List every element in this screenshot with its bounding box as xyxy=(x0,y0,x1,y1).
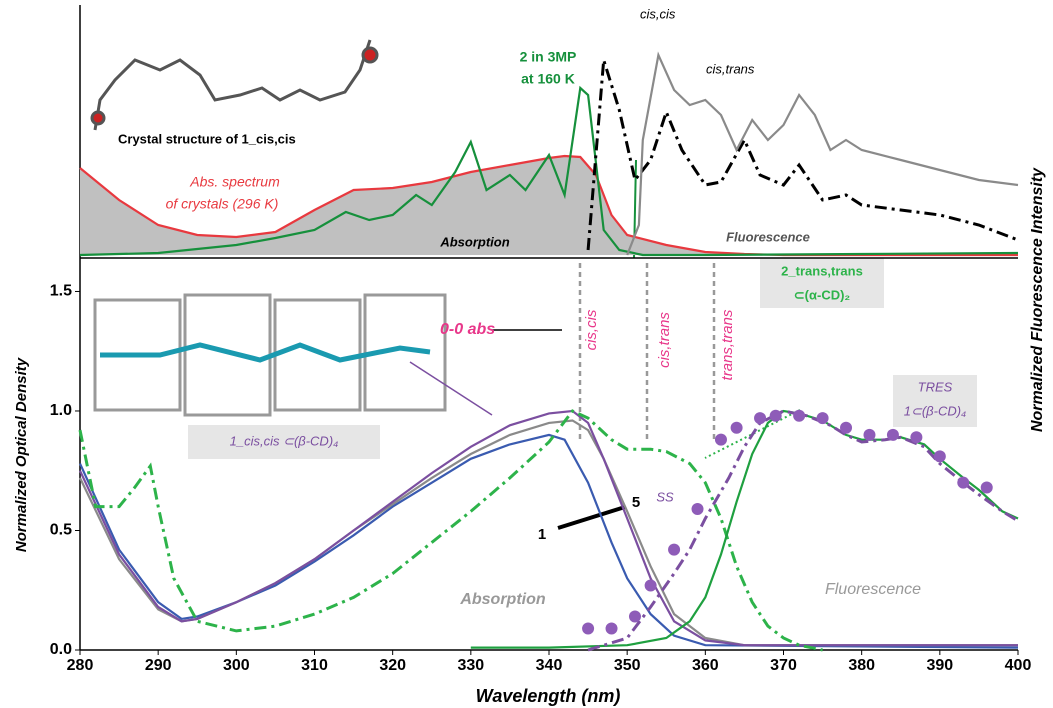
data-point xyxy=(770,410,782,422)
crystal-structure xyxy=(92,40,377,130)
data-point xyxy=(645,579,657,591)
annotation: 2 in 3MP xyxy=(520,49,577,65)
y2-axis-label: Normalized Fluorescence Intensity xyxy=(1029,167,1046,432)
annotation: at 160 K xyxy=(521,71,575,87)
arrow xyxy=(558,507,625,528)
arrow xyxy=(410,362,492,415)
x-tick-label: 350 xyxy=(614,657,641,674)
x-tick-label: 290 xyxy=(145,657,172,674)
data-point xyxy=(934,450,946,462)
data-point xyxy=(863,429,875,441)
data-point xyxy=(910,431,922,443)
annotation: trans,trans xyxy=(719,309,736,380)
transition-arrows xyxy=(580,263,714,440)
x-tick-label: 310 xyxy=(301,657,328,674)
annotation: SS xyxy=(656,489,674,504)
data-point xyxy=(692,503,704,515)
x-tick-label: 340 xyxy=(536,657,563,674)
x-tick-label: 320 xyxy=(379,657,406,674)
data-point xyxy=(668,544,680,556)
y-axis-label: Normalized Optical Density xyxy=(13,357,30,552)
annotation: cis,trans xyxy=(706,61,755,76)
annotation: 1_cis,cis ⊂(β-CD)₄ xyxy=(230,433,339,448)
line xyxy=(588,411,1018,650)
annotation: ⊂(α-CD)₂ xyxy=(794,287,851,302)
annotation: 1 xyxy=(538,526,546,543)
annotation: Fluorescence xyxy=(726,229,810,244)
x-tick-label: 370 xyxy=(770,657,797,674)
annotation: TRES xyxy=(918,379,953,394)
annotation: 0-0 abs xyxy=(440,321,495,338)
data-point xyxy=(887,429,899,441)
annotation: cis,cis xyxy=(583,309,600,350)
annotation: Abs. spectrum xyxy=(189,174,280,190)
data-point xyxy=(957,477,969,489)
data-point xyxy=(793,410,805,422)
x-axis-label: Wavelength (nm) xyxy=(476,686,621,706)
x-tick-label: 400 xyxy=(1005,657,1032,674)
x-tick-label: 300 xyxy=(223,657,250,674)
annotation: Crystal structure of 1_cis,cis xyxy=(118,131,296,146)
data-point xyxy=(754,412,766,424)
annotation: 5 xyxy=(632,494,640,511)
annotation: 2_trans,trans xyxy=(781,263,863,278)
data-point xyxy=(981,481,993,493)
data-point xyxy=(840,422,852,434)
y-tick-label: 1.0 xyxy=(50,402,72,419)
annotation: Absorption xyxy=(439,234,509,249)
x-tick-label: 360 xyxy=(692,657,719,674)
x-tick-label: 380 xyxy=(848,657,875,674)
data-point xyxy=(629,611,641,623)
line xyxy=(627,55,1018,255)
line xyxy=(80,435,1018,648)
annotation: cis,trans xyxy=(656,312,673,368)
figure: Wavelength (nm) Normalized Optical Densi… xyxy=(0,0,1053,708)
y-tick-label: 1.5 xyxy=(50,283,72,300)
data-point xyxy=(582,622,594,634)
x-tick-label: 330 xyxy=(457,657,484,674)
y-tick-label: 0.0 xyxy=(50,641,72,658)
x-tick-label: 280 xyxy=(67,657,94,674)
data-point xyxy=(715,434,727,446)
x-tick-label: 390 xyxy=(926,657,953,674)
annotation: 1⊂(β-CD)₄ xyxy=(904,403,967,418)
y-tick-label: 0.5 xyxy=(50,522,72,539)
line xyxy=(471,411,1018,648)
data-point xyxy=(817,412,829,424)
data-point xyxy=(606,622,618,634)
annotation: Fluorescence xyxy=(825,581,921,598)
annotation: Absorption xyxy=(459,591,546,608)
annotation: cis,cis xyxy=(640,6,676,21)
data-point xyxy=(731,422,743,434)
host-guest-structure xyxy=(95,295,445,415)
annotation: of crystals (296 K) xyxy=(166,196,279,212)
